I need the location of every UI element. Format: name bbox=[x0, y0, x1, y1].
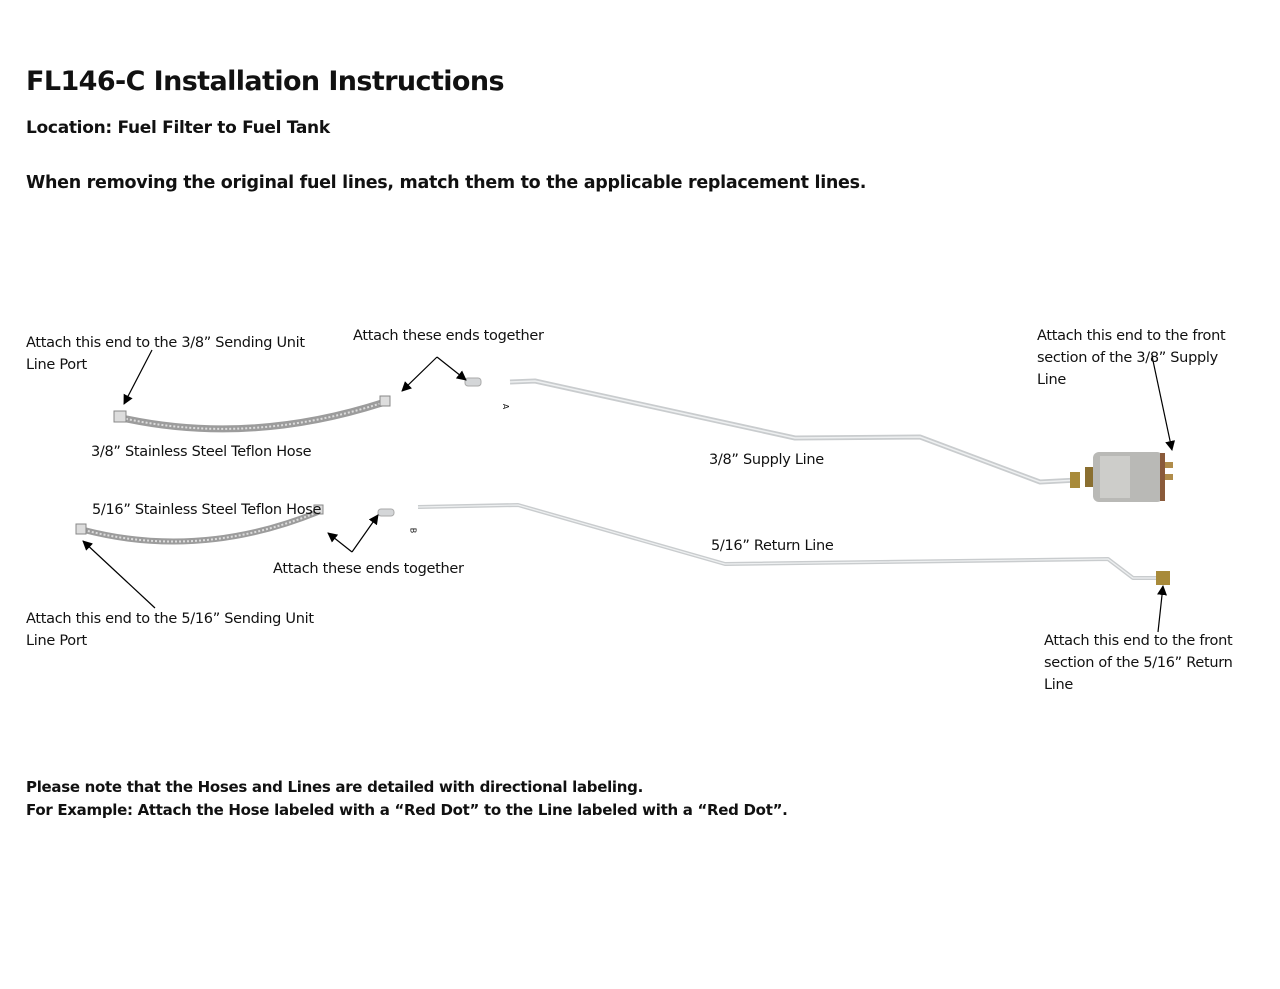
arrow-together-top-right bbox=[436, 356, 467, 381]
intro-instruction: When removing the original fuel lines, m… bbox=[26, 173, 867, 193]
tag-a: A bbox=[501, 403, 511, 410]
return-line-brass-fitting bbox=[1156, 571, 1170, 585]
footer-note-1: Please note that the Hoses and Lines are… bbox=[26, 778, 643, 796]
label-return-line: 5/16” Return Line bbox=[711, 538, 834, 554]
label-return-front: Attach this end to the front section of … bbox=[1044, 633, 1233, 693]
arrow-hose-5-16-end bbox=[82, 540, 156, 609]
arrow-return-front bbox=[1157, 585, 1167, 633]
arrow-together-bottom-left bbox=[327, 532, 353, 553]
return-line-fitting-b bbox=[377, 508, 395, 517]
arrow-together-bottom-right bbox=[351, 514, 379, 553]
arrow-hose-3-8-end bbox=[123, 349, 153, 405]
page-title: FL146-C Installation Instructions bbox=[26, 66, 505, 97]
arrow-supply-front bbox=[1151, 355, 1176, 451]
label-supply-front: Attach this end to the front section of … bbox=[1037, 328, 1226, 388]
label-hose-3-8-end: Attach this end to the 3/8” Sending Unit… bbox=[26, 335, 305, 373]
supply-line-fitting-a bbox=[464, 377, 482, 387]
label-supply-line: 3/8” Supply Line bbox=[709, 452, 824, 468]
location-subtitle: Location: Fuel Filter to Fuel Tank bbox=[26, 118, 330, 138]
label-hose-5-16-end: Attach this end to the 5/16” Sending Uni… bbox=[26, 611, 314, 649]
label-hose-3-8: 3/8” Stainless Steel Teflon Hose bbox=[91, 444, 312, 460]
label-hose-5-16: 5/16” Stainless Steel Teflon Hose bbox=[92, 502, 322, 518]
tag-b: B bbox=[408, 527, 418, 534]
footer-note-2: For Example: Attach the Hose labeled wit… bbox=[26, 801, 788, 819]
label-attach-together-bottom: Attach these ends together bbox=[273, 561, 464, 577]
label-attach-together-top: Attach these ends together bbox=[353, 328, 544, 344]
arrow-together-top-left bbox=[401, 356, 438, 392]
